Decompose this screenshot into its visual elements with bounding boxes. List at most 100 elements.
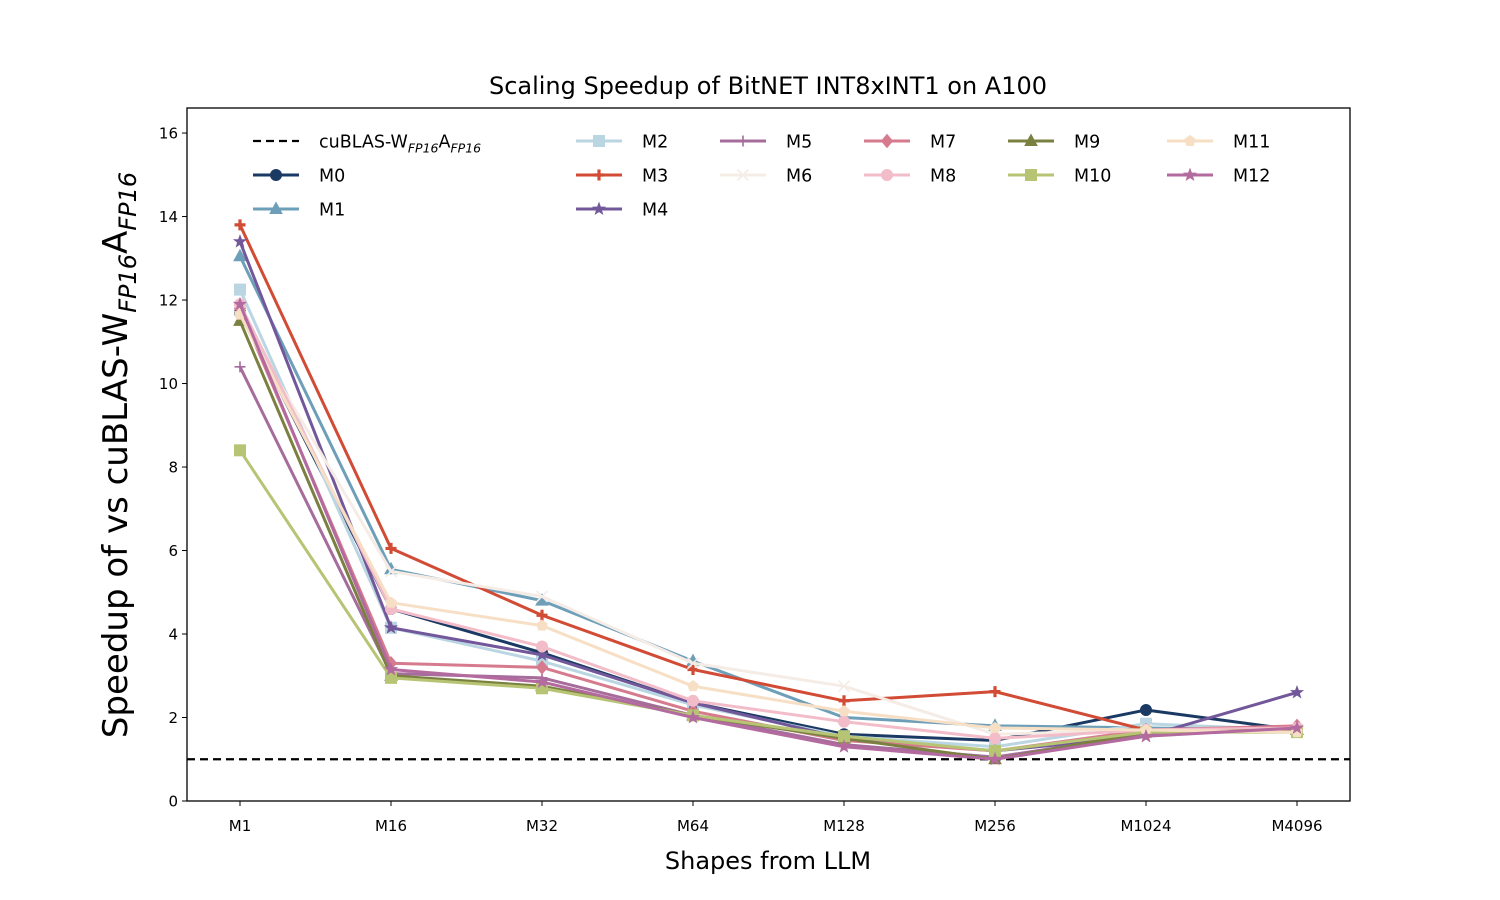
legend-entry-baseline: cuBLAS-WFP16AFP16 — [253, 133, 481, 156]
series-layer — [232, 219, 1305, 766]
legend-label-M8: M8 — [930, 167, 956, 187]
point-M12-M1024 — [1138, 728, 1154, 743]
x-tick-label-M64: M64 — [677, 817, 709, 835]
legend-label-M7: M7 — [930, 133, 956, 153]
chart-title: Scaling Speedup of BitNET INT8xINT1 on A… — [489, 72, 1047, 100]
y-tick-label-0: 0 — [168, 793, 178, 811]
x-tick-label-M1024: M1024 — [1120, 817, 1171, 835]
legend-entry-M10: M10 — [1008, 167, 1111, 187]
legend-label-M1: M1 — [319, 201, 345, 221]
point-M11-M32 — [536, 619, 548, 631]
point-M12-M1 — [232, 296, 248, 311]
legend-entry-M8: M8 — [864, 167, 956, 187]
point-M4-M32 — [534, 647, 550, 661]
series-M5 — [234, 361, 1303, 763]
series-line-M1 — [238, 255, 1298, 732]
x-tick-label-M32: M32 — [526, 817, 558, 835]
point-M6-M16 — [384, 565, 398, 578]
point-M11-M256 — [989, 721, 1001, 733]
y-tick-label-4: 4 — [168, 626, 178, 644]
legend-label-M6: M6 — [786, 167, 812, 187]
legend-entry-M9: M9 — [1008, 133, 1100, 153]
series-line-M3 — [238, 224, 1297, 732]
y-tick-label-10: 10 — [159, 375, 178, 393]
legend-label-baseline: cuBLAS-WFP16AFP16 — [319, 133, 481, 156]
legend-marker-M0 — [270, 169, 282, 181]
y-tick-label-2: 2 — [168, 709, 178, 727]
legend-entry-M11: M11 — [1167, 133, 1270, 153]
series-M3 — [234, 219, 1303, 736]
y-tick-label-14: 14 — [159, 208, 178, 226]
legend-label-M2: M2 — [642, 133, 668, 153]
point-M12-M128 — [836, 739, 852, 753]
point-M8-M32 — [536, 640, 548, 653]
legend-entry-M1: M1 — [253, 201, 345, 221]
x-tick-label-M128: M128 — [823, 817, 865, 835]
legend-entry-M7: M7 — [864, 133, 956, 153]
point-M6-M128 — [837, 680, 851, 693]
x-tick-label-M1: M1 — [229, 817, 252, 835]
series-line-M12 — [238, 303, 1298, 761]
legend-marker-M3 — [593, 169, 605, 181]
point-M4-M4096 — [1289, 684, 1305, 699]
legend-entry-M5: M5 — [720, 133, 812, 153]
point-M8-M256 — [989, 732, 1001, 745]
legend: cuBLAS-WFP16AFP16 M0 M1 M2 M3 M4 M5 M6 M7 M8 M9 M10… — [253, 133, 1270, 221]
legend-entry-M3: M3 — [576, 167, 668, 187]
point-M3-M256 — [989, 686, 1001, 698]
plot-frame — [186, 107, 1351, 802]
legend-marker-M4 — [591, 201, 607, 216]
point-M6-M32 — [535, 590, 549, 603]
legend-entry-M2: M2 — [576, 133, 668, 153]
y-tick-label-6: 6 — [168, 542, 178, 560]
point-M12-M64 — [685, 710, 701, 724]
x-tick-label-M16: M16 — [375, 817, 407, 835]
legend-entry-M0: M0 — [253, 167, 345, 187]
legend-marker-M2 — [593, 135, 605, 147]
series-line-M9 — [238, 320, 1298, 761]
point-M7-M32 — [535, 660, 549, 675]
point-M3-M16 — [385, 542, 397, 554]
x-axis-title: Shapes from LLM — [665, 847, 871, 875]
axis-ticks: 0 2 4 6 8 10 12 14 16 M1 M16 M32 M64 M128 M256 M1024 M40… — [159, 125, 1323, 835]
legend-label-M0: M0 — [319, 167, 345, 187]
legend-entry-M12: M12 — [1167, 167, 1270, 187]
legend-marker-M11 — [1184, 134, 1196, 146]
legend-marker-M7 — [880, 133, 894, 149]
point-M8-M64 — [687, 694, 699, 707]
point-M3-M128 — [838, 695, 850, 707]
point-M12-M4096 — [1289, 720, 1305, 734]
series-line-M8 — [238, 303, 1298, 740]
legend-marker-M6 — [736, 168, 750, 182]
legend-label-M5: M5 — [786, 133, 812, 153]
legend-marker-M5 — [737, 135, 749, 147]
point-M11-M128 — [838, 705, 850, 717]
x-tick-label-M4096: M4096 — [1271, 817, 1322, 835]
series-M12 — [232, 296, 1305, 766]
point-M8-M128 — [838, 715, 850, 728]
point-M11-M16 — [385, 596, 397, 608]
legend-entry-M4: M4 — [576, 201, 668, 221]
legend-marker-M12 — [1182, 167, 1198, 182]
legend-label-M3: M3 — [642, 167, 668, 187]
legend-label-M4: M4 — [642, 201, 668, 221]
point-M10-M1 — [234, 444, 246, 457]
point-M3-M64 — [687, 663, 699, 675]
y-tick-label-16: 16 — [159, 125, 178, 143]
point-M12-M256 — [987, 751, 1003, 766]
point-M12-M32 — [534, 674, 550, 689]
legend-marker-M10 — [1025, 169, 1037, 181]
x-tick-label-M256: M256 — [974, 817, 1016, 835]
point-M3-M1 — [234, 219, 246, 231]
legend-entry-M6: M6 — [720, 167, 812, 187]
point-M6-M64 — [686, 657, 700, 670]
point-M2-M1 — [234, 283, 246, 296]
point-M4-M1 — [232, 234, 248, 248]
series-M9 — [233, 313, 1304, 765]
legend-marker-M1 — [269, 201, 283, 214]
legend-marker-M8 — [881, 169, 893, 181]
legend-marker-M9 — [1024, 133, 1038, 146]
legend-label-M11: M11 — [1233, 133, 1270, 153]
y-axis-title: Speedup of vs cuBLAS-WFP16AFP16 — [96, 172, 142, 738]
